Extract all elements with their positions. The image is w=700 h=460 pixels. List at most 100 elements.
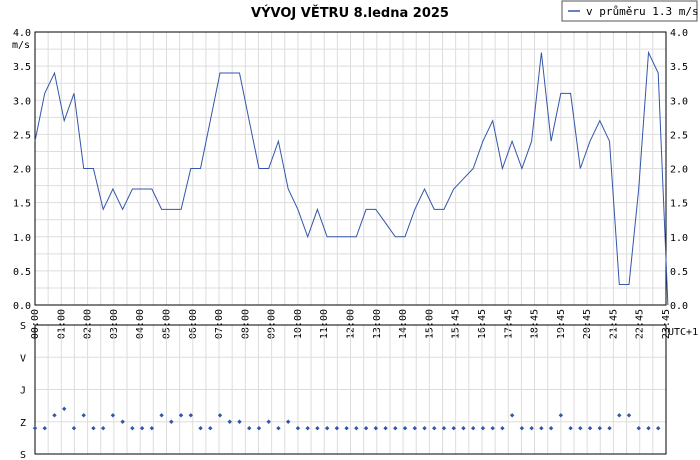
main-x-tick-labels: 00:00 01:00 02:00 03:00 04:00 05:00 06:00 07:00… <box>30 309 672 339</box>
x-tick-label: 08:00 <box>240 309 251 339</box>
y-tick-label-left: 3.0 <box>13 96 31 107</box>
x-tick-label: 09:00 <box>267 309 278 339</box>
dir-point <box>451 426 456 431</box>
y-axis-unit-label: m/s <box>12 40 30 51</box>
dir-point <box>315 426 320 431</box>
dir-point <box>432 426 437 431</box>
dir-point <box>509 413 515 418</box>
dir-point <box>81 413 86 418</box>
y-tick-label-left: 2.0 <box>13 165 31 176</box>
dir-point <box>529 426 534 431</box>
dir-point <box>42 426 47 431</box>
direction-points <box>32 406 661 431</box>
dir-point <box>276 426 281 431</box>
y-tick-label-left: 4.0 <box>13 28 31 39</box>
dir-point <box>334 426 340 431</box>
dir-y-tick-label: Z <box>20 418 26 429</box>
x-tick-label: 18:45 <box>530 309 541 339</box>
y-tick-label-left: 1.5 <box>13 199 31 210</box>
dir-point <box>139 426 145 431</box>
legend: v průměru 1.3 m/s <box>561 0 699 22</box>
x-tick-label: 20:45 <box>582 309 593 339</box>
dir-point <box>208 426 213 431</box>
y-tick-label-right: 3.5 <box>670 62 688 73</box>
dir-point <box>568 426 573 431</box>
dir-point <box>247 426 252 431</box>
y-tick-label-right: 2.5 <box>670 130 688 141</box>
x-tick-label: 23:45 <box>661 309 672 339</box>
x-tick-label: 10:00 <box>293 309 304 339</box>
dir-point <box>393 426 398 431</box>
dir-point <box>120 419 125 424</box>
x-tick-label: 17:45 <box>503 309 514 339</box>
dir-point <box>324 426 330 431</box>
main-y-tick-labels-right: 0.0 0.5 1.0 1.5 2.0 2.5 3.0 3.5 4.0 <box>670 28 688 312</box>
dir-point <box>149 426 155 431</box>
dir-point <box>626 413 632 418</box>
dir-point <box>305 426 310 431</box>
y-tick-label-left: 0.5 <box>13 267 31 278</box>
y-tick-label-right: 1.5 <box>670 199 688 210</box>
x-tick-label: 21:45 <box>608 309 619 339</box>
x-tick-label: 07:00 <box>214 309 225 339</box>
legend-series-label: v průměru 1.3 m/s <box>586 5 699 18</box>
dir-point <box>110 413 116 418</box>
main-y-tick-labels-left: 0.0 0.5 1.0 1.5 2.0 2.5 3.0 3.5 4.0 <box>13 28 31 312</box>
x-tick-label: 15:45 <box>451 309 462 339</box>
x-tick-label: 16:45 <box>477 309 488 339</box>
dir-point <box>285 419 291 424</box>
dir-point <box>578 426 583 431</box>
dir-point <box>373 426 379 431</box>
dir-point <box>402 426 408 431</box>
dir-point <box>237 419 242 424</box>
y-tick-label-right: 2.0 <box>670 165 688 176</box>
dir-point <box>188 413 194 418</box>
x-tick-label: 05:00 <box>161 309 172 339</box>
x-tick-label: 13:00 <box>372 309 383 339</box>
x-tick-label: 04:00 <box>135 309 146 339</box>
dir-point <box>607 426 612 431</box>
dir-point <box>656 426 661 431</box>
main-plot-grid <box>35 32 666 305</box>
x-tick-label: 11:00 <box>319 309 330 339</box>
dir-point <box>363 426 369 431</box>
main-plot-frame <box>34 31 667 306</box>
dir-point <box>422 426 427 431</box>
dir-point <box>100 426 106 431</box>
chart-title: VÝVOJ VĚTRU 8.ledna 2025 <box>251 5 449 21</box>
x-tick-label: 19:45 <box>556 309 567 339</box>
y-tick-label-right: 0.5 <box>670 267 688 278</box>
dir-point <box>130 426 135 431</box>
dir-point <box>558 413 564 418</box>
dir-point <box>548 426 554 431</box>
dir-point <box>71 426 77 431</box>
dir-point <box>519 426 525 431</box>
dir-point <box>383 426 388 431</box>
dir-point <box>178 413 184 418</box>
dir-point <box>597 426 602 431</box>
direction-plot-grid <box>35 325 666 454</box>
dir-point <box>62 406 67 412</box>
x-tick-label: 12:00 <box>346 309 357 339</box>
dir-point <box>91 426 96 431</box>
direction-y-tick-labels: S V J Z S <box>20 321 26 460</box>
dir-point <box>480 426 486 431</box>
dir-point <box>461 426 466 431</box>
wind-speed-series-line <box>34 50 669 306</box>
y-tick-label-right: 0.0 <box>670 301 688 312</box>
x-axis-timezone-label: UTC+1 <box>668 327 698 338</box>
x-tick-label: 06:00 <box>188 309 199 339</box>
x-tick-label: 02:00 <box>83 309 94 339</box>
y-tick-label-left: 3.5 <box>13 62 31 73</box>
direction-plot-frame <box>34 324 667 455</box>
y-tick-label-right: 4.0 <box>670 28 688 39</box>
dir-point <box>256 426 262 431</box>
dir-point <box>412 426 417 431</box>
dir-point <box>617 413 622 418</box>
dir-point <box>32 426 38 431</box>
y-tick-label-right: 3.0 <box>670 96 688 107</box>
y-tick-label-left: 1.0 <box>13 233 31 244</box>
dir-point <box>500 426 505 431</box>
